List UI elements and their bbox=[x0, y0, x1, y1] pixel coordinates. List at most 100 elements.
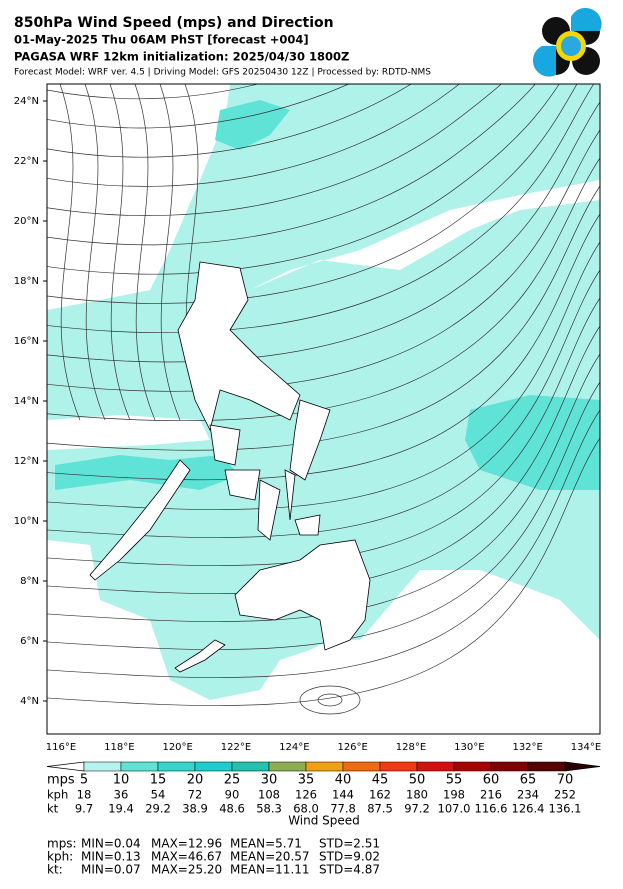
row-value: 72 bbox=[188, 788, 203, 802]
stat-max: MAX=25.20 bbox=[151, 863, 222, 877]
row-value: 30 bbox=[261, 773, 278, 788]
lat-label: 12°N bbox=[14, 456, 39, 467]
row-unit: kph bbox=[47, 788, 68, 802]
row-value: 35 bbox=[298, 773, 315, 788]
streamline bbox=[317, 693, 343, 707]
streamline bbox=[109, 84, 131, 421]
colorbar-swatch bbox=[120, 761, 159, 772]
streamline bbox=[47, 269, 600, 538]
row-value: 198 bbox=[443, 788, 465, 802]
row-value: 68.0 bbox=[293, 802, 319, 816]
row-value: 60 bbox=[483, 773, 500, 788]
streamline bbox=[134, 84, 156, 421]
stat-std: STD=9.02 bbox=[319, 850, 380, 864]
colorbar-swatch bbox=[453, 761, 492, 772]
lat-label: 14°N bbox=[14, 396, 39, 407]
stat-mean: MEAN=11.11 bbox=[230, 863, 310, 877]
colorbar-swatch bbox=[83, 761, 122, 772]
valid-time: 01-May-2025 Thu 06AM PhST [forecast +004… bbox=[14, 33, 309, 47]
stat-unit: kph: bbox=[47, 850, 73, 864]
row-value: 15 bbox=[150, 773, 167, 788]
streamline bbox=[47, 185, 600, 451]
streamline bbox=[47, 157, 600, 422]
lat-label: 24°N bbox=[14, 96, 39, 107]
row-value: 216 bbox=[480, 788, 502, 802]
row-value: 162 bbox=[369, 788, 391, 802]
lon-label: 128°E bbox=[396, 742, 426, 753]
row-value: 77.8 bbox=[330, 802, 356, 816]
map bbox=[47, 84, 600, 734]
streamline bbox=[47, 84, 350, 129]
colorbar-max bbox=[564, 761, 601, 772]
lat-label: 16°N bbox=[14, 336, 39, 347]
row-value: 45 bbox=[372, 773, 389, 788]
credits: Forecast Model: WRF ver. 4.5 | Driving M… bbox=[14, 68, 431, 78]
row-value: 108 bbox=[258, 788, 280, 802]
row-value: 50 bbox=[409, 773, 426, 788]
row-value: 58.3 bbox=[256, 802, 282, 816]
row-value: 180 bbox=[406, 788, 428, 802]
lat-label: 8°N bbox=[20, 576, 39, 587]
row-value: 29.2 bbox=[145, 802, 171, 816]
row-value: 87.5 bbox=[367, 802, 393, 816]
row-value: 48.6 bbox=[219, 802, 245, 816]
stat-std: STD=4.87 bbox=[319, 863, 380, 877]
row-value: 40 bbox=[335, 773, 352, 788]
stat-min: MIN=0.13 bbox=[81, 850, 141, 864]
streamline bbox=[47, 325, 600, 594]
streamline bbox=[47, 353, 600, 622]
stat-min: MIN=0.04 bbox=[81, 837, 141, 851]
streamline bbox=[299, 685, 361, 715]
lat-label: 10°N bbox=[14, 516, 39, 527]
row-value: 54 bbox=[151, 788, 166, 802]
colorbar-swatch bbox=[379, 761, 418, 772]
streamline bbox=[84, 84, 106, 421]
colorbar-min bbox=[46, 761, 85, 772]
logo bbox=[532, 7, 602, 77]
lat-label: 4°N bbox=[20, 696, 39, 707]
colorbar-swatch bbox=[268, 761, 307, 772]
colorbar-swatch bbox=[527, 761, 566, 772]
row-value: 107.0 bbox=[438, 802, 471, 816]
streamline bbox=[47, 84, 560, 275]
streamline bbox=[47, 129, 600, 392]
streamline bbox=[59, 84, 81, 421]
row-value: 20 bbox=[187, 773, 204, 788]
colorbar-swatch bbox=[416, 761, 455, 772]
row-value: 19.4 bbox=[108, 802, 134, 816]
streamline bbox=[47, 381, 600, 650]
colorbar-title: Wind Speed bbox=[288, 814, 360, 828]
streamline bbox=[47, 84, 460, 187]
lon-label: 120°E bbox=[162, 742, 192, 753]
lat-label: 6°N bbox=[20, 636, 39, 647]
stat-max: MAX=12.96 bbox=[151, 837, 222, 851]
streamline bbox=[47, 84, 595, 333]
row-value: 5 bbox=[80, 773, 88, 788]
coastlines bbox=[89, 261, 371, 673]
stat-mean: MEAN=5.71 bbox=[230, 837, 302, 851]
streamline bbox=[47, 84, 259, 100]
row-value: 9.7 bbox=[75, 802, 93, 816]
initialization: PAGASA WRF 12km initialization: 2025/04/… bbox=[14, 50, 349, 64]
row-value: 70 bbox=[557, 773, 574, 788]
lon-label: 134°E bbox=[571, 742, 601, 753]
lon-label: 122°E bbox=[221, 742, 251, 753]
row-value: 234 bbox=[517, 788, 539, 802]
lon-label: 118°E bbox=[104, 742, 134, 753]
streamline bbox=[47, 409, 600, 678]
lat-label: 22°N bbox=[14, 156, 39, 167]
streamline bbox=[47, 84, 536, 246]
colorbar-swatch bbox=[157, 761, 196, 772]
row-value: 144 bbox=[332, 788, 354, 802]
lat-label: 18°N bbox=[14, 276, 39, 287]
row-value: 252 bbox=[554, 788, 576, 802]
colorbar-swatch bbox=[342, 761, 381, 772]
stat-unit: kt: bbox=[47, 863, 63, 877]
streamline bbox=[159, 84, 181, 421]
row-value: 126.4 bbox=[512, 802, 545, 816]
row-value: 18 bbox=[77, 788, 92, 802]
colorbar-swatch bbox=[194, 761, 233, 772]
streamline bbox=[47, 84, 578, 304]
map-frame bbox=[46, 83, 601, 735]
